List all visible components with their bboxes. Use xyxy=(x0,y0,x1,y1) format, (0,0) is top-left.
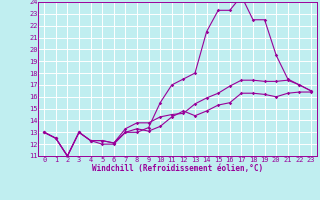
X-axis label: Windchill (Refroidissement éolien,°C): Windchill (Refroidissement éolien,°C) xyxy=(92,164,263,173)
